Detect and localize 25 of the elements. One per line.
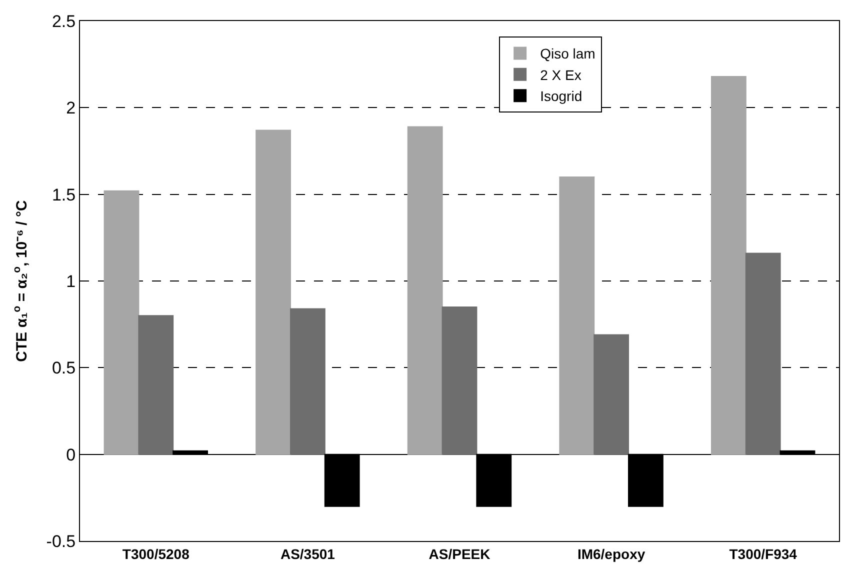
y-tick-label: 2.5 [52,12,76,31]
y-tick-label: 1.5 [52,185,76,204]
bar [104,190,140,455]
x-tick-label: IM6/epoxy [577,546,646,562]
bar [256,130,291,455]
legend-label: Qiso lam [540,46,596,62]
x-tick-label: T300/F934 [729,546,798,562]
y-tick-label: 0 [66,445,76,464]
y-tick-label: -0.5 [46,532,76,551]
bar [710,76,746,455]
x-tick-label: AS/3501 [280,546,336,562]
legend-label: Isogrid [540,88,582,104]
x-tick-label: T300/5208 [122,546,190,562]
x-tick-label: AS/PEEK [428,546,490,562]
y-tick-label: 2 [66,98,76,118]
y-tick-label: 0.5 [52,358,76,378]
legend-label: 2 X Ex [540,66,582,83]
y-tick-label: 1 [66,272,76,291]
bar [559,176,595,455]
bar [594,334,629,455]
bar [407,126,443,455]
bar [290,308,326,455]
bar [442,306,478,455]
bar [138,315,174,455]
bar [745,252,781,455]
